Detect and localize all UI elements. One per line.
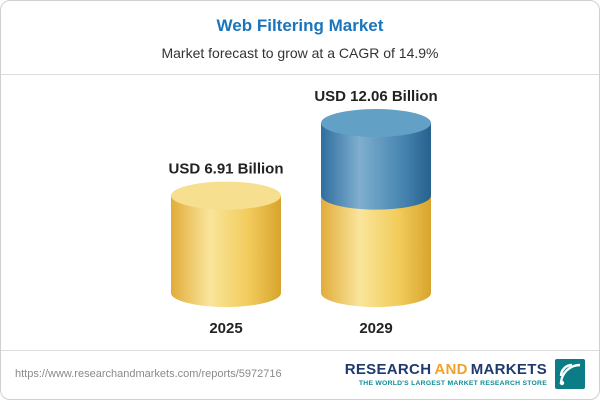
chart-title: Web Filtering Market	[216, 16, 384, 35]
cylinder-top	[321, 109, 431, 137]
value-label: USD 12.06 Billion	[314, 88, 437, 105]
header-divider	[1, 74, 599, 75]
cylinder-2025: USD 6.91 Billion 2025	[168, 161, 283, 337]
cylinder-top	[171, 181, 281, 210]
cylinder-segment-blue	[321, 123, 431, 210]
brand-logo: RESEARCH AND MARKETS THE WORLD'S LARGEST M…	[345, 359, 585, 389]
cylinder-segment-gold	[171, 195, 281, 307]
category-label: 2025	[209, 320, 242, 337]
cylinder-segment-gold	[321, 195, 431, 307]
footer: https://www.researchandmarkets.com/repor…	[1, 350, 599, 399]
brand-tagline: THE WORLD'S LARGEST MARKET RESEARCH STOR…	[358, 380, 547, 387]
chart-area: USD 6.91 Billion 2025 USD 12.06 Billion 202…	[1, 75, 599, 337]
chart-canvas: USD 6.91 Billion 2025 USD 12.06 Billion 202…	[168, 88, 437, 337]
brand-mark-icon	[555, 359, 585, 389]
category-label: 2029	[359, 320, 392, 337]
brand-word-and: AND	[434, 361, 468, 378]
chart-subtitle: Market forecast to grow at a CAGR of 14.…	[161, 45, 439, 61]
value-label: USD 6.91 Billion	[168, 161, 283, 178]
brand-logo-text: RESEARCH AND MARKETS THE WORLD'S LARGEST M…	[345, 361, 547, 387]
brand-word-markets: MARKETS	[470, 361, 547, 378]
report-url: https://www.researchandmarkets.com/repor…	[15, 368, 282, 380]
chart-header: Web Filtering Market Market forecast to …	[1, 1, 599, 75]
cylinder-2029: USD 12.06 Billion 2029	[314, 88, 437, 337]
brand-word-research: RESEARCH	[344, 361, 432, 378]
brand-name: RESEARCH AND MARKETS	[345, 361, 547, 378]
